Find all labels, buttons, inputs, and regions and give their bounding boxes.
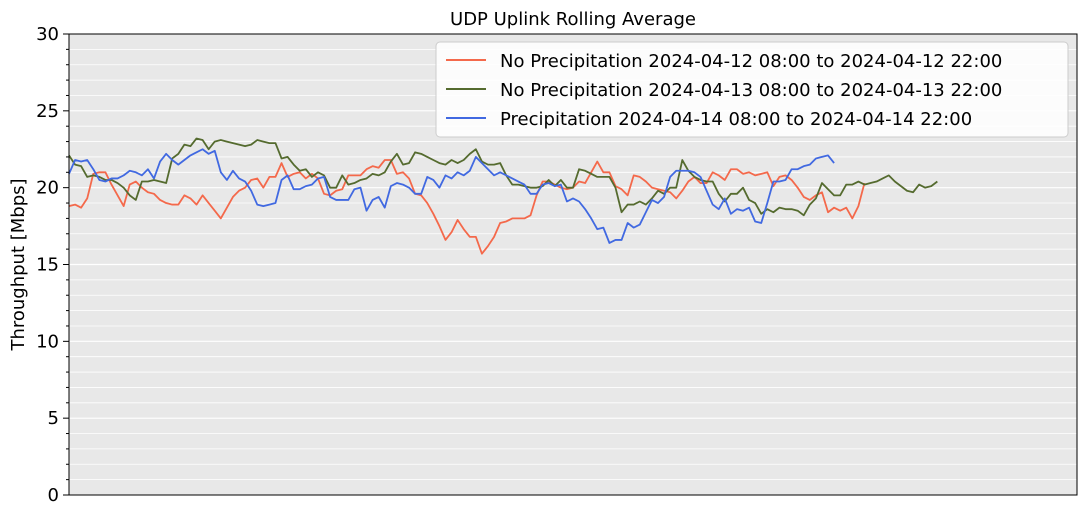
chart-title: UDP Uplink Rolling Average <box>450 9 696 30</box>
legend-box <box>435 41 1069 138</box>
y-tick-label: 0 <box>48 485 59 506</box>
y-tick-label: 25 <box>36 101 59 122</box>
y-axis: 0 5 10 15 20 25 30 <box>36 24 69 506</box>
legend-label: No Precipitation 2024-04-12 08:00 to 202… <box>500 51 1002 72</box>
legend: No Precipitation 2024-04-12 08:00 to 202… <box>435 41 1069 138</box>
y-tick-label: 20 <box>36 178 59 199</box>
legend-label: Precipitation 2024-04-14 08:00 to 2024-0… <box>500 109 972 130</box>
y-tick-label: 30 <box>36 24 59 45</box>
y-tick-label: 5 <box>48 408 59 429</box>
series-line-3 <box>68 148 835 244</box>
series-line-2 <box>68 137 938 217</box>
legend-label: No Precipitation 2024-04-13 08:00 to 202… <box>500 80 1002 101</box>
y-axis-label: Throughput [Mbps] <box>8 178 29 351</box>
y-tick-label: 10 <box>36 331 59 352</box>
series-lines <box>68 137 938 255</box>
series-line-1 <box>68 159 866 255</box>
y-tick-label: 15 <box>36 255 59 276</box>
